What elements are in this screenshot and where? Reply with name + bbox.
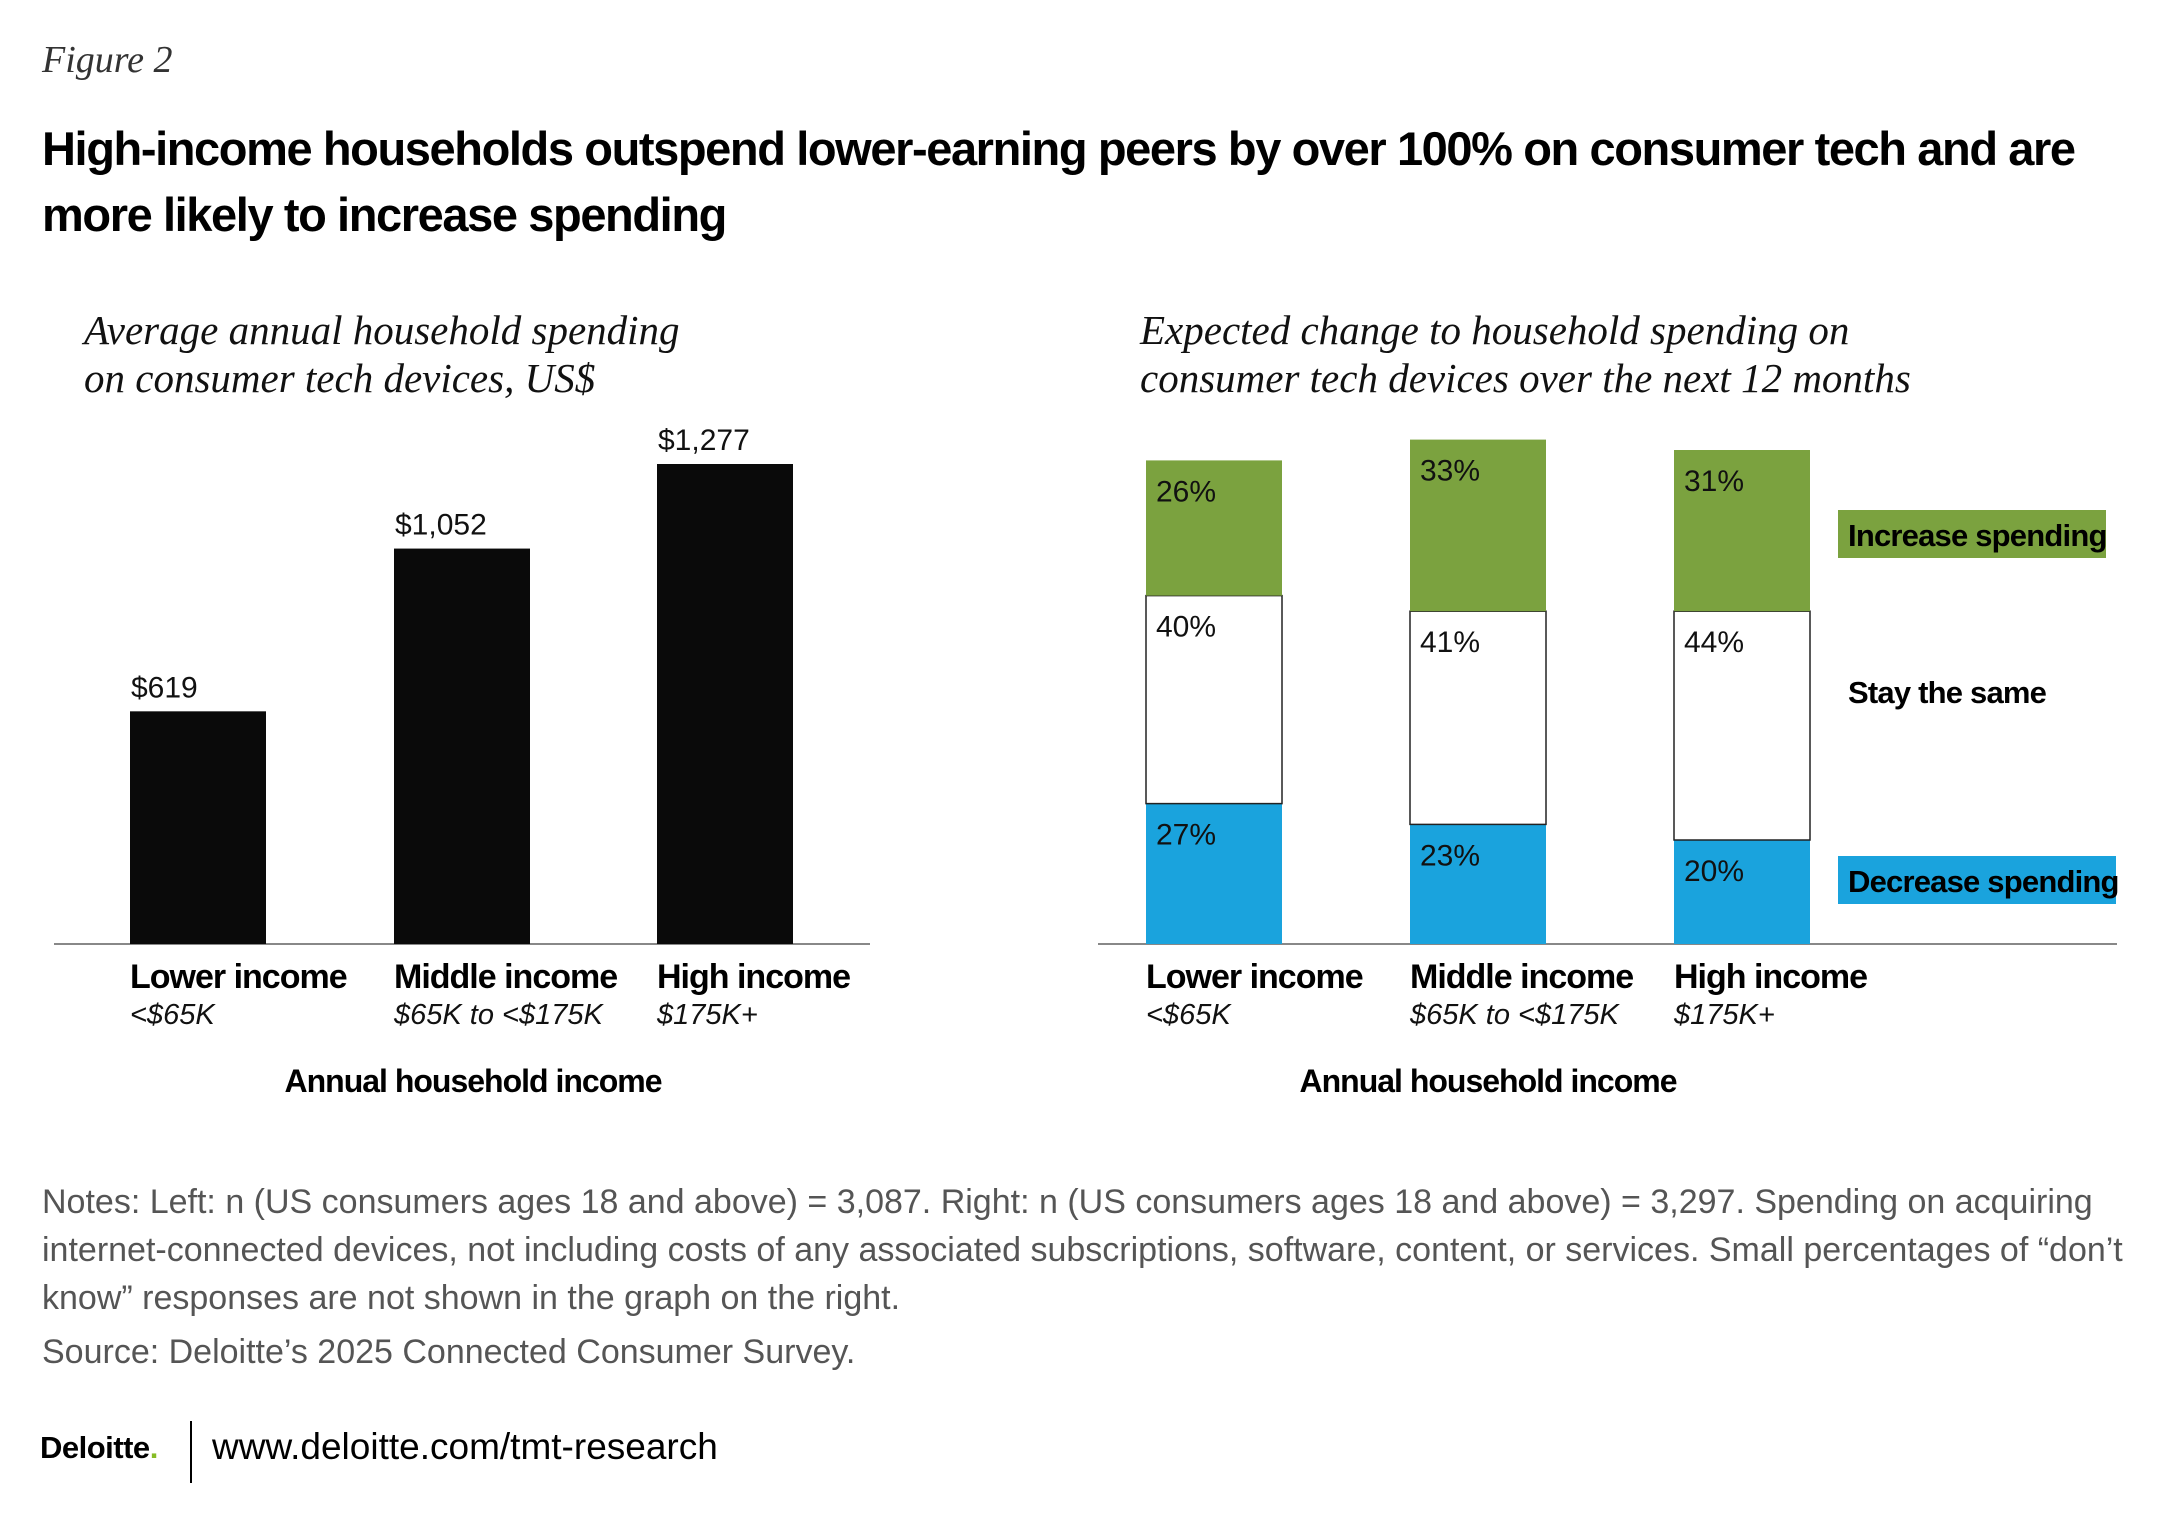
- right-stacked-segment-decrease-spending-3: [1674, 840, 1810, 944]
- right-segment-label-decrease-spending-2: 23%: [1420, 839, 1480, 872]
- right-chart-title-line-2: consumer tech devices over the next 12 m…: [1140, 355, 1911, 401]
- right-stacked-segment-decrease-spending-2: [1410, 824, 1546, 944]
- right-segment-label-decrease-spending-3: 20%: [1684, 855, 1744, 888]
- legend-swatch-stay-the-same: [1838, 667, 2048, 715]
- deloitte-logo: Deloitte.: [40, 1430, 158, 1466]
- right-stacked-segment-stay-the-same-1: [1145, 594, 1283, 805]
- right-chart-title: Expected change to household spending on…: [1140, 306, 2140, 402]
- right-stacked-segment-increase-spending-3: [1674, 450, 1810, 612]
- left-chart-title-line-2: on consumer tech devices, US$: [84, 355, 596, 401]
- right-stacked-segment-stay-the-same-2: [1409, 610, 1547, 826]
- left-category-label-1: Lower income: [130, 958, 347, 996]
- right-category-sublabel-1: <$65K: [1146, 999, 1232, 1031]
- headline: High-income households outspend lower-ea…: [42, 122, 2076, 241]
- right-x-axis-title: Annual household income: [1299, 1063, 1676, 1099]
- right-chart-title-line-1: Expected change to household spending on: [1140, 307, 1850, 353]
- right-segment-label-increase-spending-1: 26%: [1156, 475, 1216, 508]
- left-bar-2: [394, 548, 530, 944]
- right-segment-label-stay-the-same-3: 44%: [1684, 626, 1744, 659]
- right-segment-label-stay-the-same-2: 41%: [1420, 626, 1480, 659]
- left-bar-value-label-1: $619: [131, 671, 198, 704]
- right-segment-label-stay-the-same-1: 40%: [1156, 611, 1216, 644]
- deloitte-logo-text: Deloitte: [40, 1430, 150, 1465]
- right-stacked-segment-decrease-spending-1: [1146, 803, 1282, 944]
- right-stacked-segment-increase-spending-1: [1146, 460, 1282, 596]
- left-bar-value-label-3: $1,277: [658, 424, 750, 457]
- left-chart-title: Average annual household spending on con…: [84, 306, 984, 402]
- right-category-sublabel-2: $65K to <$175K: [1409, 999, 1620, 1031]
- legend-swatch-increase-spending: [1838, 510, 2106, 558]
- left-category-sublabel-1: <$65K: [130, 999, 216, 1031]
- notes: Notes: Left: n (US consumers ages 18 and…: [42, 1183, 2123, 1317]
- right-category-sublabel-3: $175K+: [1673, 999, 1775, 1031]
- left-category-sublabel-2: $65K to <$175K: [393, 999, 604, 1031]
- left-category-sublabel-3: $175K+: [656, 999, 758, 1031]
- deloitte-logo-dot: .: [149, 1430, 159, 1465]
- right-category-label-3: High income: [1674, 958, 1867, 996]
- footer-divider: [190, 1421, 192, 1483]
- left-bar-1: [130, 711, 266, 944]
- right-category-label-2: Middle income: [1410, 958, 1633, 996]
- left-category-label-3: High income: [657, 958, 850, 996]
- legend-swatch-decrease-spending: [1838, 856, 2116, 904]
- right-category-label-1: Lower income: [1146, 958, 1363, 996]
- footer-link[interactable]: www.deloitte.com/tmt-research: [212, 1426, 718, 1467]
- left-x-axis-title: Annual household income: [284, 1063, 661, 1099]
- legend-label-increase-spending: Increase spending: [1848, 518, 2107, 553]
- left-bar-value-label-2: $1,052: [395, 509, 487, 542]
- legend-label-stay-the-same: Stay the same: [1848, 675, 2047, 710]
- right-segment-label-decrease-spending-1: 27%: [1156, 819, 1216, 852]
- right-stacked-segment-increase-spending-2: [1410, 439, 1546, 612]
- figure-label: Figure 2: [42, 39, 173, 81]
- source: Source: Deloitte’s 2025 Connected Consum…: [42, 1333, 856, 1371]
- left-category-label-2: Middle income: [394, 958, 617, 996]
- right-segment-label-increase-spending-3: 31%: [1684, 465, 1744, 498]
- right-segment-label-increase-spending-2: 33%: [1420, 455, 1480, 488]
- legend-label-decrease-spending: Decrease spending: [1848, 864, 2119, 899]
- left-chart-title-line-1: Average annual household spending: [84, 307, 680, 353]
- left-bar-3: [657, 464, 793, 944]
